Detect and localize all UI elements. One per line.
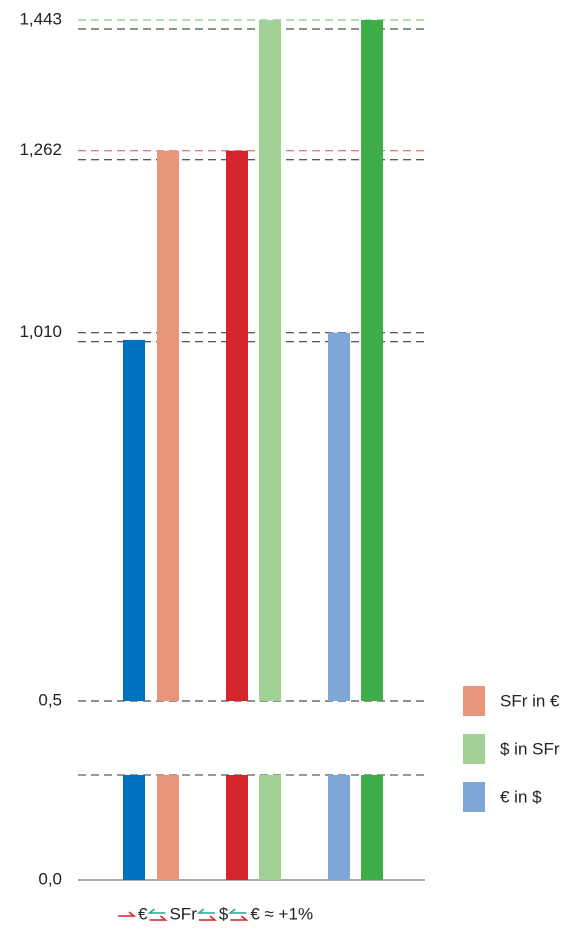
arrow (118, 911, 137, 917)
arrow (230, 915, 249, 921)
bar (259, 20, 281, 701)
legend-label: $ in SFr (500, 739, 560, 758)
bar (157, 150, 179, 702)
bar-lower (226, 775, 248, 880)
x-axis-label: $ (219, 904, 229, 923)
bar (361, 20, 383, 701)
legend-swatch (463, 686, 485, 716)
legend-label: SFr in € (500, 691, 560, 710)
y-tick-label: 1,262 (19, 140, 62, 159)
x-axis-label: € ≈ +1% (250, 904, 313, 923)
bar-lower (157, 775, 179, 880)
x-axis-label: € (138, 904, 148, 923)
bar-lower (328, 775, 350, 880)
arrow (147, 908, 166, 914)
bar-lower (259, 775, 281, 880)
legend-swatch (463, 782, 485, 812)
y-tick-label: 0,0 (38, 869, 62, 888)
arrow (149, 915, 168, 921)
legend-label: € in $ (500, 787, 542, 806)
y-tick-label: 1,010 (19, 322, 62, 341)
bar (226, 150, 248, 702)
bar (123, 339, 145, 701)
arrow (198, 915, 217, 921)
arrow (196, 908, 215, 914)
legend-swatch (463, 734, 485, 764)
arrow (228, 908, 247, 914)
bar-lower (361, 775, 383, 880)
bar-lower (123, 775, 145, 880)
y-tick-label: 0,5 (38, 690, 62, 709)
bar (328, 332, 350, 701)
y-tick-label: 1,443 (19, 9, 62, 28)
x-axis-label: SFr (169, 904, 197, 923)
